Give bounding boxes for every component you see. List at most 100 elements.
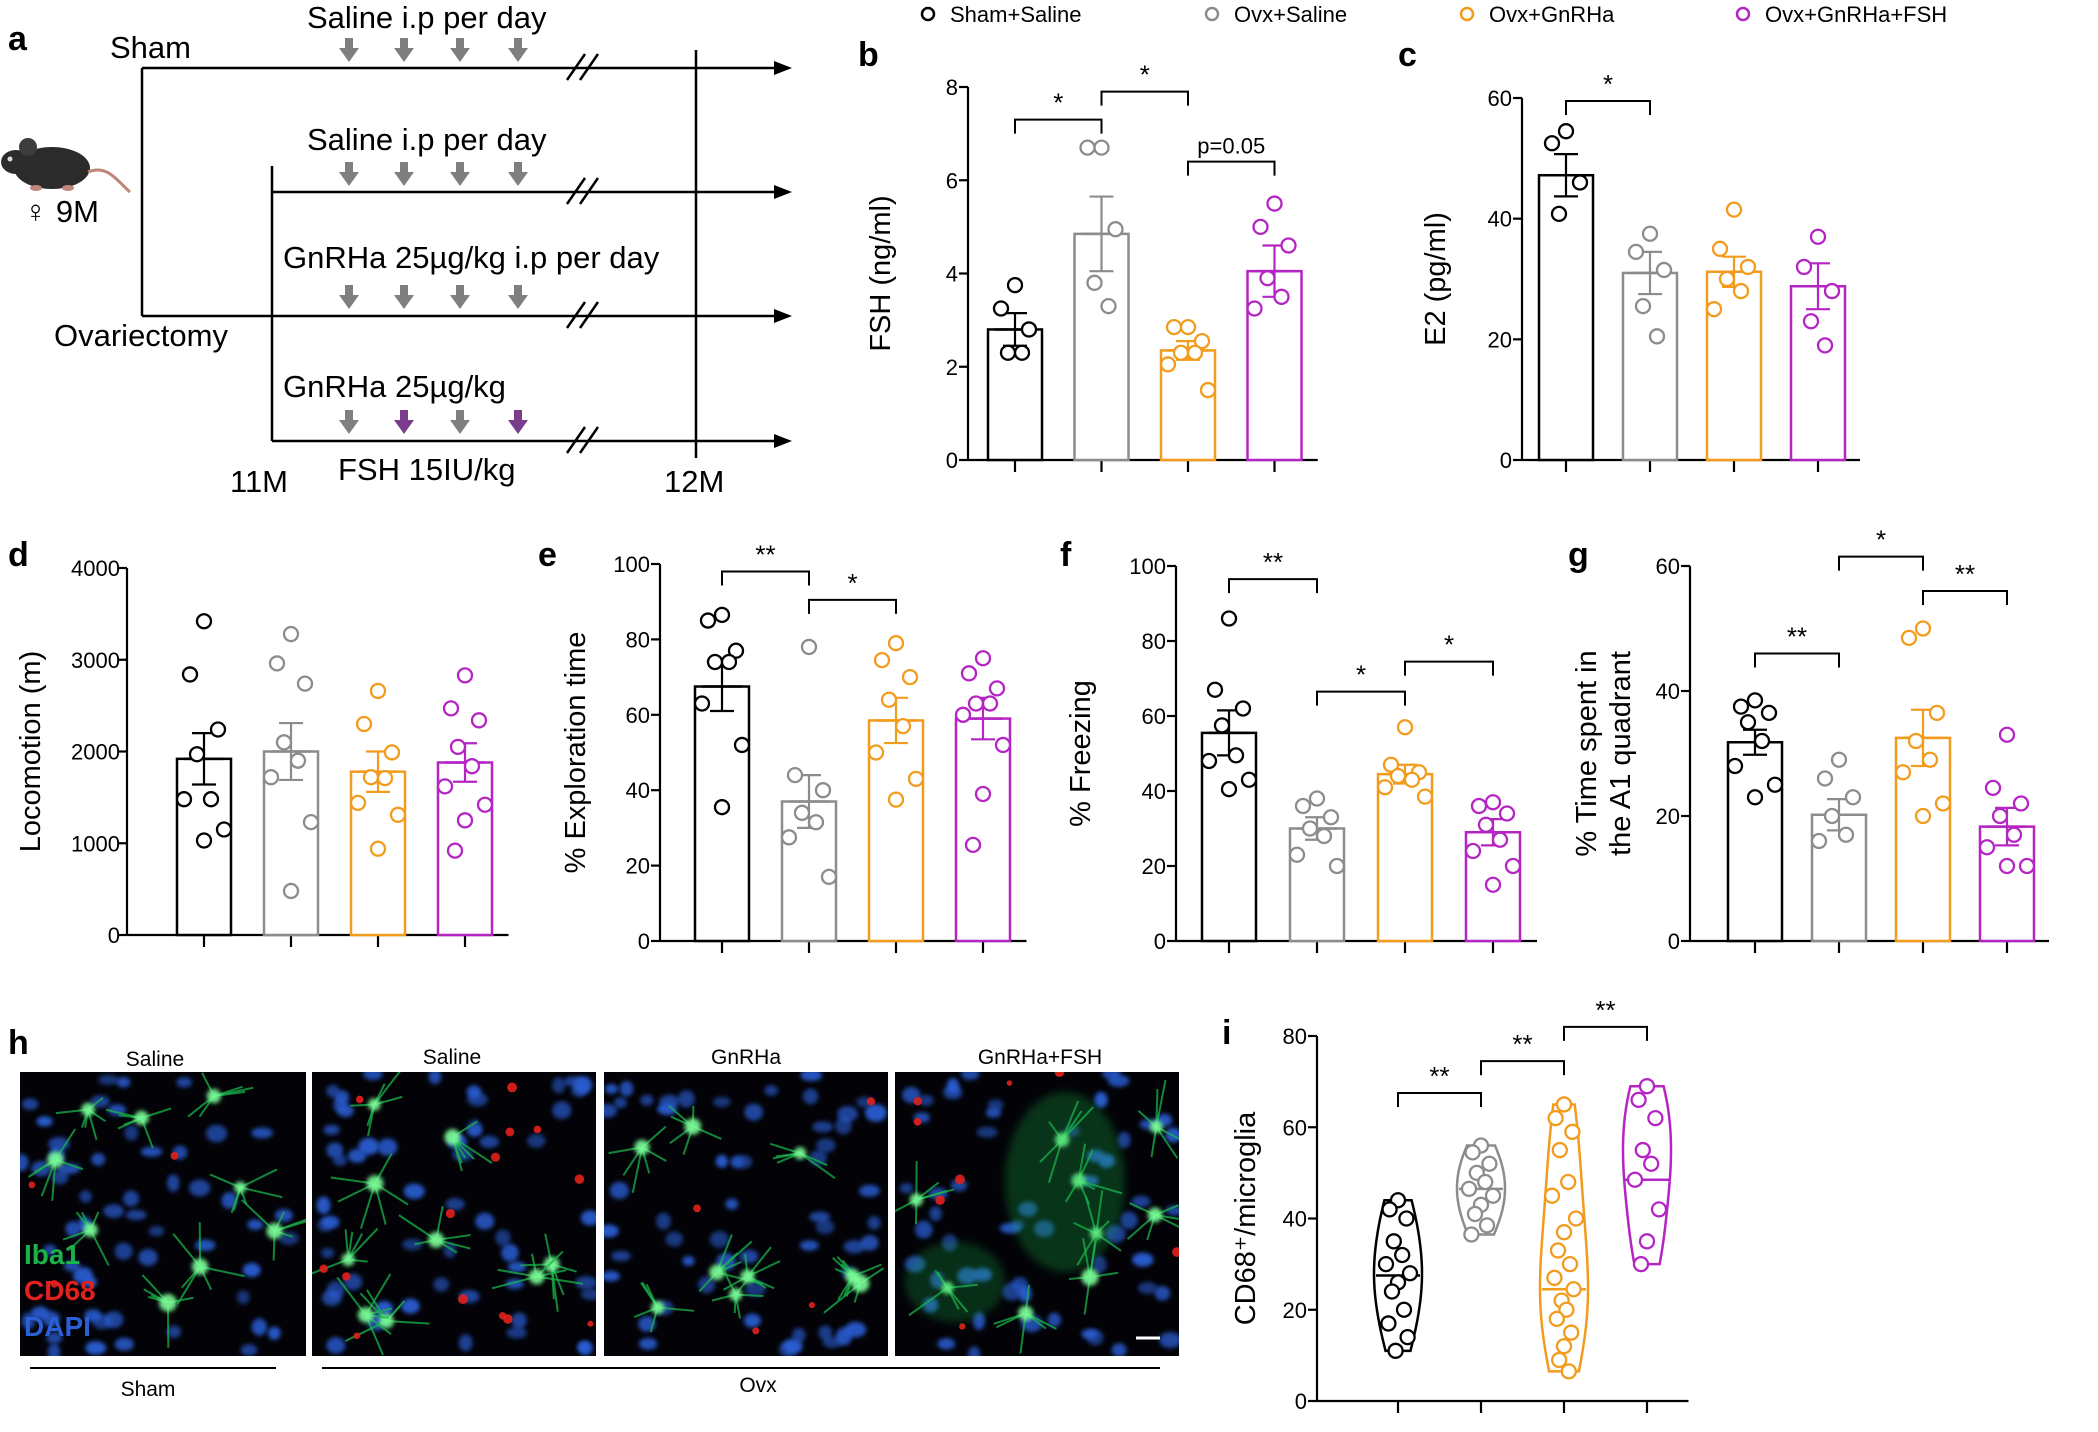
dapi-nucleus: [578, 1341, 593, 1356]
dapi-nucleus: [428, 1072, 442, 1085]
row-3-label: GnRHa 25µg/kg: [283, 369, 506, 404]
stain-label-cd68: CD68: [24, 1275, 96, 1306]
dapi-nucleus: [792, 1327, 806, 1343]
data-point-c-1-3: [1634, 297, 1652, 315]
data-point-f-3-0: [1484, 794, 1502, 811]
data-point-b-2-2: [1193, 332, 1211, 350]
data-point-i-2-18: [1560, 1363, 1577, 1380]
dapi-nucleus: [247, 1219, 264, 1230]
y-tick-label-e-5: 100: [613, 552, 650, 577]
sig-label-g-0: **: [1787, 622, 1807, 652]
mouse-icon: [1, 138, 131, 194]
dapi-nucleus: [1111, 1343, 1127, 1356]
y-tick-label-g-0: 0: [1668, 929, 1680, 954]
legend-marker-ovx-gnrha: [1459, 6, 1475, 22]
dapi-nucleus: [48, 1136, 70, 1152]
dapi-nucleus: [20, 1153, 29, 1172]
data-point-d-0-1: [181, 666, 199, 683]
dapi-nucleus: [656, 1212, 671, 1230]
data-point-c-2-0: [1725, 201, 1743, 218]
panel-letter-a: a: [8, 20, 28, 58]
data-point-f-1-5: [1288, 846, 1306, 863]
data-point-e-2-4: [894, 717, 912, 735]
dapi-nucleus: [333, 1154, 348, 1166]
dapi-nucleus: [604, 1103, 617, 1118]
iba1-process: [336, 1276, 367, 1316]
panel-letter-f: f: [1060, 536, 1072, 574]
y-axis-label-c: E2 (pg/ml): [1420, 212, 1452, 346]
data-point-e-0-7: [713, 799, 731, 816]
dapi-nucleus: [83, 1276, 97, 1288]
data-point-g-1-3: [1823, 807, 1841, 825]
data-point-b-2-6: [1199, 381, 1217, 399]
data-point-e-3-8: [964, 836, 982, 854]
iba1-process: [347, 1227, 379, 1261]
cd68-punctum: [1006, 1080, 1013, 1086]
sig-label-b-2: p=0.05: [1197, 134, 1265, 159]
row-0-label: Saline i.p per day: [307, 0, 547, 35]
y-tick-label-f-4: 80: [1142, 629, 1166, 654]
data-point-g-0-1: [1732, 698, 1750, 715]
dapi-nucleus: [864, 1103, 887, 1122]
data-point-e-3-4: [981, 695, 999, 712]
y-axis-label-g: % Time spent inthe A1 quadrant: [1571, 650, 1637, 856]
micrograph-content-1: [312, 1072, 596, 1356]
y-tick-label-f-2: 40: [1142, 779, 1166, 804]
dapi-nucleus: [918, 1094, 934, 1107]
sig-bracket-f-0: [1228, 578, 1318, 594]
timepoint-11m: 11M: [230, 464, 288, 499]
data-point-d-0-0: [195, 613, 213, 630]
data-point-i-1-8: [1466, 1205, 1484, 1223]
legend-label-ovx-saline: Ovx+Saline: [1234, 2, 1347, 27]
cd68-punctum: [28, 1181, 36, 1189]
data-point-b-1-4: [1100, 297, 1117, 315]
arrowhead-row-2: [774, 309, 792, 323]
dapi-nucleus: [337, 1104, 354, 1118]
data-point-f-1-6: [1328, 857, 1346, 875]
legend-item-sham-saline: Sham+Saline: [920, 2, 1081, 27]
dapi-nucleus: [580, 1210, 596, 1226]
dapi-nucleus: [1131, 1195, 1151, 1208]
data-point-i-2-14: [1548, 1310, 1565, 1328]
data-point-d-0-5: [175, 791, 193, 808]
dapi-nucleus: [614, 1097, 627, 1109]
data-point-g-1-2: [1844, 789, 1862, 806]
iba1-diffuse-signal: [1005, 1092, 1125, 1272]
dapi-nucleus: [809, 1211, 831, 1223]
data-point-e-0-3: [706, 653, 724, 671]
sig-bracket-i-1: [1480, 1060, 1565, 1076]
dapi-nucleus: [961, 1072, 980, 1080]
data-point-i-2-4: [1560, 1173, 1577, 1191]
data-point-i-2-16: [1555, 1338, 1573, 1355]
y-tick-label-b-3: 6: [946, 168, 958, 193]
data-point-f-3-7: [1484, 876, 1502, 893]
dapi-nucleus: [401, 1298, 420, 1314]
data-point-e-3-7: [974, 785, 992, 803]
cd68-punctum: [533, 1125, 542, 1134]
data-point-f-2-0: [1396, 719, 1414, 736]
dapi-nucleus: [744, 1103, 763, 1121]
data-point-f-3-3: [1477, 816, 1495, 833]
data-point-b-2-5: [1159, 356, 1177, 373]
data-point-g-1-5: [1810, 832, 1828, 850]
dapi-nucleus: [639, 1337, 658, 1350]
dapi-nucleus: [511, 1312, 527, 1329]
data-point-d-3-2: [470, 712, 488, 729]
sig-label-b-1: *: [1140, 60, 1150, 90]
bar-e-3: [954, 717, 1012, 943]
data-point-b-3-0: [1266, 195, 1283, 212]
data-point-i-2-3: [1551, 1141, 1568, 1159]
data-point-e-0-6: [733, 736, 751, 754]
dapi-nucleus: [799, 1240, 819, 1251]
data-point-f-0-5: [1200, 752, 1218, 770]
data-point-e-3-5: [954, 706, 972, 723]
data-point-i-2-13: [1558, 1301, 1575, 1318]
chart-panel-d: 0 1000 2000 3000 4000 Locomotion (m): [15, 556, 509, 948]
data-point-e-1-5: [780, 829, 798, 846]
sig-label-c-0: *: [1603, 69, 1613, 99]
iba1-soma: [47, 1151, 64, 1169]
data-point-d-1-2: [296, 675, 314, 692]
data-point-i-2-10: [1546, 1269, 1563, 1286]
sham-label: Sham: [110, 30, 191, 65]
y-axis-label-e: % Exploration time: [560, 632, 592, 874]
